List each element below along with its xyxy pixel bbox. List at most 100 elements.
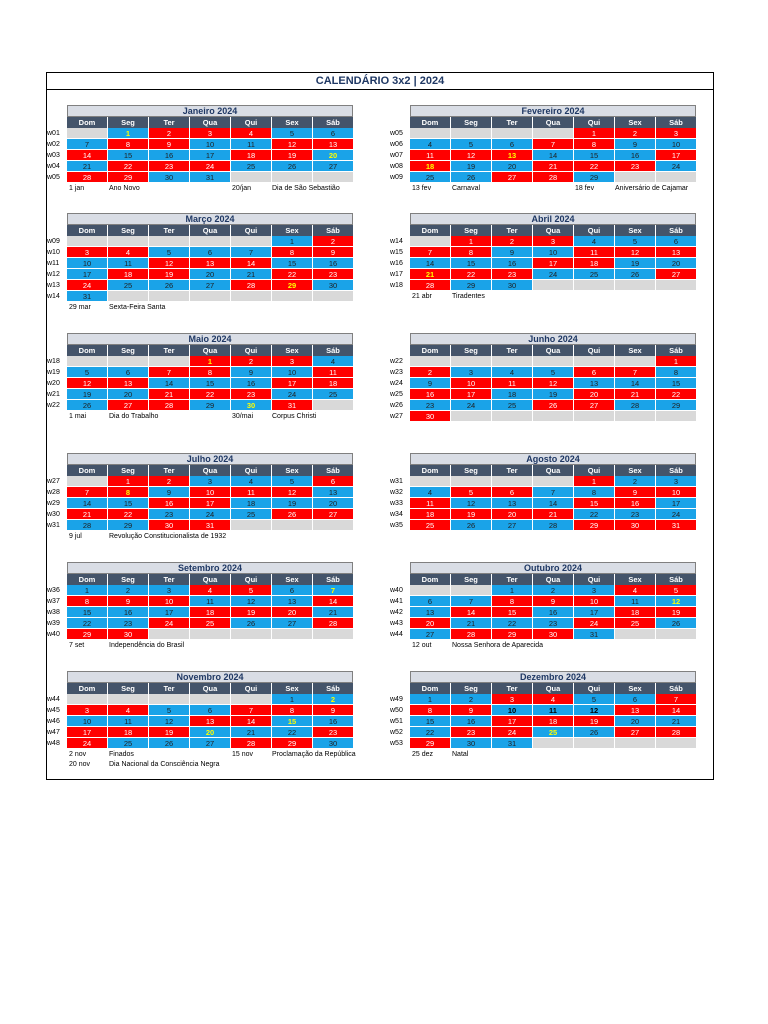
day-cell: 26 [272, 509, 313, 520]
day-cell [272, 520, 313, 531]
weekday-header: Qui [574, 117, 615, 128]
weekday-header: Sáb [313, 683, 354, 694]
day-cell: 19 [615, 258, 656, 269]
weekday-header: Sáb [313, 117, 354, 128]
day-cell: 20 [574, 389, 615, 400]
calendar-frame: CALENDÁRIO 3x2 | 2024 Janeiro 2024 Dom Seg… [46, 72, 714, 780]
holiday-date: 9 jul [69, 533, 82, 540]
weekday-header: Ter [149, 225, 190, 236]
day-cell: 2 [149, 476, 190, 487]
day-cell [451, 411, 492, 422]
day-cell: 27 [492, 172, 533, 183]
day-cell: 15 [108, 150, 149, 161]
weekday-header: Ter [492, 465, 533, 476]
day-cell: 7 [313, 585, 354, 596]
day-cell: 19 [533, 389, 574, 400]
week-number: w13 [47, 282, 60, 289]
day-cell: 18 [313, 378, 354, 389]
weekday-header: Seg [451, 574, 492, 585]
weekday-header: Dom [410, 574, 451, 585]
weekday-header: Sex [272, 465, 313, 476]
day-cell [533, 128, 574, 139]
day-cell: 31 [190, 172, 231, 183]
day-cell: 12 [615, 247, 656, 258]
day-cell [272, 172, 313, 183]
day-cell: 14 [451, 607, 492, 618]
day-cell: 28 [231, 738, 272, 749]
day-cell: 26 [574, 727, 615, 738]
day-cell [231, 236, 272, 247]
day-cell: 21 [533, 161, 574, 172]
day-cell: 29 [108, 172, 149, 183]
day-cell: 28 [67, 520, 108, 531]
week-number: w40 [390, 587, 403, 594]
weekday-header: Dom [410, 345, 451, 356]
week-number: w06 [390, 141, 403, 148]
day-cell: 12 [451, 150, 492, 161]
day-cell: 7 [410, 247, 451, 258]
holiday-date: 25 dez [412, 751, 434, 758]
day-cell: 21 [451, 618, 492, 629]
weekday-header: Qua [190, 574, 231, 585]
month-title: Setembro 2024 [67, 562, 353, 574]
day-cell: 9 [313, 247, 354, 258]
day-cell: 16 [615, 150, 656, 161]
day-cell: 17 [533, 258, 574, 269]
weekday-header: Qua [190, 345, 231, 356]
weekday-header: Qua [533, 225, 574, 236]
day-cell: 29 [451, 280, 492, 291]
day-cell [149, 291, 190, 302]
day-cell [108, 236, 149, 247]
day-cell [656, 738, 697, 749]
weekday-header: Sex [272, 574, 313, 585]
day-cell: 17 [656, 150, 697, 161]
day-cell: 7 [533, 487, 574, 498]
day-cell: 1 [574, 476, 615, 487]
weekday-header: Sáb [656, 683, 697, 694]
day-cell: 12 [231, 596, 272, 607]
day-cell: 17 [149, 607, 190, 618]
weekday-header: Qui [231, 225, 272, 236]
day-cell: 23 [149, 509, 190, 520]
day-cell [149, 356, 190, 367]
day-cell: 11 [492, 378, 533, 389]
day-cell: 9 [108, 596, 149, 607]
month-title: Abril 2024 [410, 213, 696, 225]
day-cell: 22 [574, 509, 615, 520]
day-cell: 2 [615, 128, 656, 139]
day-cell: 6 [615, 694, 656, 705]
day-cell: 27 [313, 509, 354, 520]
day-cell: 25 [108, 280, 149, 291]
day-cell: 11 [108, 258, 149, 269]
day-cell: 1 [272, 694, 313, 705]
day-cell: 10 [190, 139, 231, 150]
day-cell: 3 [190, 476, 231, 487]
day-cell: 7 [149, 367, 190, 378]
weekday-header: Qui [231, 683, 272, 694]
day-cell: 15 [451, 258, 492, 269]
day-cell: 11 [231, 139, 272, 150]
day-cell: 23 [410, 400, 451, 411]
day-cell: 21 [231, 727, 272, 738]
day-cell: 2 [149, 128, 190, 139]
day-cell: 13 [574, 378, 615, 389]
day-cell: 1 [410, 694, 451, 705]
day-cell [313, 629, 354, 640]
day-cell: 28 [615, 400, 656, 411]
day-cell: 21 [656, 716, 697, 727]
day-cell: 1 [190, 356, 231, 367]
day-cell: 7 [656, 694, 697, 705]
week-number: w29 [47, 500, 60, 507]
day-cell: 18 [410, 161, 451, 172]
day-cell: 22 [272, 727, 313, 738]
day-cell: 23 [492, 269, 533, 280]
day-cell: 22 [451, 269, 492, 280]
week-number: w24 [390, 380, 403, 387]
day-cell: 4 [231, 128, 272, 139]
day-cell: 30 [313, 280, 354, 291]
day-cell: 22 [656, 389, 697, 400]
day-cell: 3 [272, 356, 313, 367]
day-cell: 27 [492, 520, 533, 531]
day-cell: 13 [656, 247, 697, 258]
day-cell: 9 [451, 705, 492, 716]
